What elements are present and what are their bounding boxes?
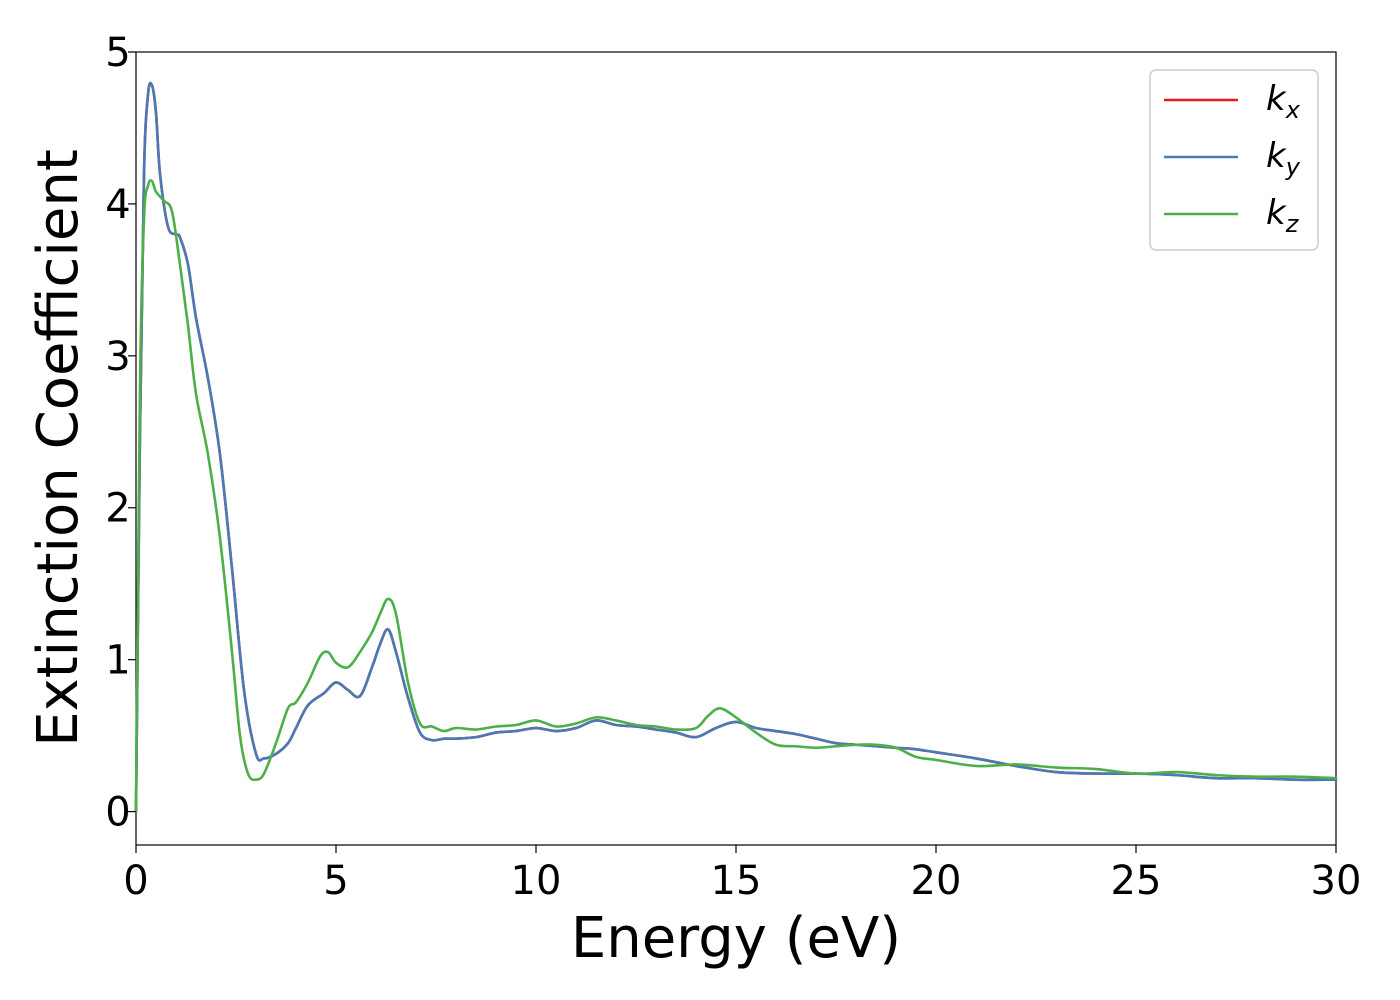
x-tick-label: 5 xyxy=(323,858,348,904)
plot-area xyxy=(134,51,1338,846)
x-tick-label: 15 xyxy=(711,858,762,904)
y-tick-label: 2 xyxy=(105,486,130,532)
legend-label-z: kz xyxy=(1266,193,1300,238)
y-tick-label: 1 xyxy=(105,638,130,684)
x-axis-title: Energy (eV) xyxy=(571,906,901,971)
x-tick-label: 20 xyxy=(911,858,962,904)
x-tick-label: 25 xyxy=(1111,858,1162,904)
x-tick-label: 0 xyxy=(123,858,148,904)
y-tick-label: 3 xyxy=(105,334,130,380)
plot-frame xyxy=(135,51,1337,846)
y-tick-label: 5 xyxy=(105,30,130,76)
series-layer xyxy=(134,81,1338,813)
legend-label-x: kx xyxy=(1266,79,1301,124)
legend: kx ky kz xyxy=(1149,69,1319,251)
y-tick-label: 0 xyxy=(105,790,130,836)
y-axis-ticks: 0 1 2 3 4 5 xyxy=(105,30,136,836)
y-axis-title: Extinction Coefficient xyxy=(26,149,91,747)
series-line-z xyxy=(134,179,1338,813)
y-tick-label: 4 xyxy=(105,182,130,228)
legend-box xyxy=(1149,69,1319,251)
legend-items: kx ky kz xyxy=(1164,79,1301,238)
x-axis-ticks: 0 5 10 15 20 25 30 xyxy=(123,845,1361,904)
x-tick-label: 10 xyxy=(511,858,562,904)
legend-label-y: ky xyxy=(1266,136,1301,181)
x-tick-label: 30 xyxy=(1311,858,1362,904)
